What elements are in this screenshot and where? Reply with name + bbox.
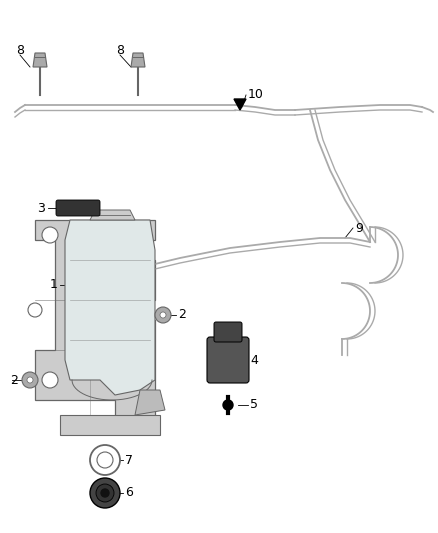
Text: 2: 2 [10,374,18,386]
Circle shape [90,478,120,508]
Text: 5: 5 [250,399,258,411]
Text: 8: 8 [116,44,124,56]
Polygon shape [65,220,155,395]
Circle shape [27,377,33,383]
FancyBboxPatch shape [56,200,100,216]
Polygon shape [131,53,145,67]
Circle shape [22,372,38,388]
Polygon shape [135,390,165,415]
Text: 4: 4 [250,353,258,367]
Circle shape [96,484,114,502]
Text: 9: 9 [355,222,363,235]
Circle shape [90,445,120,475]
Text: 2: 2 [178,309,186,321]
Text: 8: 8 [16,44,24,56]
Circle shape [28,303,42,317]
Text: 10: 10 [248,88,264,101]
Text: 1: 1 [50,279,58,292]
Polygon shape [33,53,47,67]
Circle shape [160,312,166,318]
Polygon shape [60,415,160,435]
Circle shape [155,307,171,323]
Text: 3: 3 [37,201,45,214]
Text: 7: 7 [125,454,133,466]
Circle shape [223,400,233,410]
Circle shape [42,372,58,388]
FancyBboxPatch shape [214,322,242,342]
Text: 6: 6 [125,487,133,499]
Circle shape [101,489,109,497]
Polygon shape [234,99,246,110]
Polygon shape [90,210,135,220]
Circle shape [42,227,58,243]
FancyBboxPatch shape [207,337,249,383]
Polygon shape [35,220,155,420]
Circle shape [97,452,113,468]
